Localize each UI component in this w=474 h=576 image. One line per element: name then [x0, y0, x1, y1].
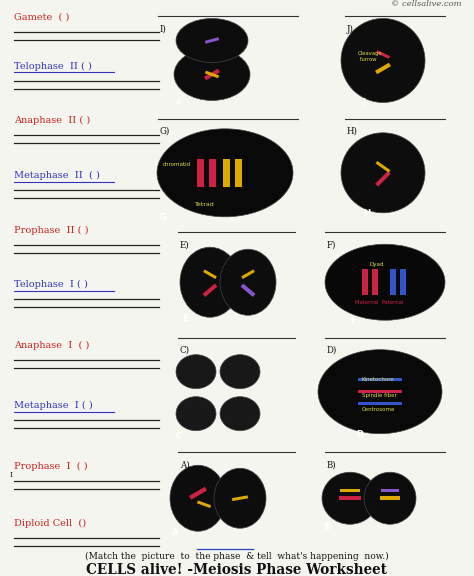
Ellipse shape	[341, 18, 425, 103]
Bar	[372, 269, 378, 295]
Text: I): I)	[160, 25, 167, 33]
Bar	[236, 159, 243, 187]
Bar	[376, 50, 390, 59]
Bar	[204, 69, 220, 80]
Text: J: J	[363, 98, 366, 108]
Ellipse shape	[322, 472, 378, 524]
Ellipse shape	[364, 472, 416, 524]
Text: B): B)	[327, 460, 337, 469]
Text: Cleavage
 furrow: Cleavage furrow	[358, 51, 383, 62]
Ellipse shape	[318, 350, 442, 434]
Text: Anaphase  II ( ): Anaphase II ( )	[14, 116, 90, 126]
Text: Prophase  I  ( ): Prophase I ( )	[14, 462, 88, 471]
Ellipse shape	[176, 18, 248, 62]
Text: A): A)	[180, 460, 190, 469]
Text: H: H	[363, 209, 370, 218]
Bar	[340, 489, 360, 492]
Text: Tetrad: Tetrad	[195, 202, 215, 207]
Text: I: I	[10, 471, 13, 479]
Text: E): E)	[180, 240, 190, 249]
Ellipse shape	[220, 249, 276, 315]
Bar	[375, 171, 391, 187]
Text: Gamete  ( ): Gamete ( )	[14, 13, 69, 22]
Text: G: G	[160, 213, 167, 222]
Bar	[198, 159, 204, 187]
Text: Kinetochore: Kinetochore	[362, 377, 395, 382]
Text: Centrosome: Centrosome	[362, 407, 395, 412]
Text: Metaphase  I ( ): Metaphase I ( )	[14, 401, 93, 410]
Ellipse shape	[220, 397, 260, 431]
Bar	[210, 159, 217, 187]
Text: Metaphase  II  ( ): Metaphase II ( )	[14, 171, 100, 180]
Text: C): C)	[180, 346, 190, 355]
Ellipse shape	[157, 129, 293, 217]
Text: Maternal  Paternal: Maternal Paternal	[355, 300, 403, 305]
Bar	[197, 501, 211, 508]
Bar	[375, 161, 391, 173]
Bar	[241, 270, 255, 279]
Text: I: I	[176, 98, 179, 108]
Text: Dyad: Dyad	[370, 262, 384, 267]
Text: D: D	[356, 430, 363, 439]
Bar	[358, 378, 402, 381]
Text: J): J)	[347, 25, 354, 33]
Text: F): F)	[327, 240, 337, 249]
Text: © cellsalive.com: © cellsalive.com	[392, 0, 462, 8]
Text: Diploid Cell  (): Diploid Cell ()	[14, 520, 86, 529]
Bar	[189, 487, 207, 499]
Text: Spindle fiber: Spindle fiber	[362, 393, 397, 398]
Bar	[400, 269, 406, 295]
Bar	[232, 495, 248, 501]
Bar	[380, 497, 400, 500]
Text: F: F	[350, 316, 356, 325]
Ellipse shape	[341, 133, 425, 213]
Bar	[375, 63, 391, 74]
Bar	[205, 37, 219, 44]
Bar	[202, 283, 218, 297]
Ellipse shape	[325, 244, 445, 320]
Text: B: B	[324, 522, 330, 531]
Bar	[362, 269, 368, 295]
Text: (Match the  picture  to  the phase  & tell  what's happening  now.): (Match the picture to the phase & tell w…	[85, 552, 389, 561]
Bar	[390, 269, 396, 295]
Bar	[358, 402, 402, 406]
Text: A: A	[172, 528, 179, 537]
Bar	[241, 283, 255, 297]
Ellipse shape	[220, 355, 260, 389]
Text: G): G)	[160, 127, 170, 136]
Bar	[358, 390, 402, 393]
Text: chromatid: chromatid	[163, 162, 191, 167]
Ellipse shape	[174, 48, 250, 100]
Text: CELLS alive! -Meiosis Phase Worksheet: CELLS alive! -Meiosis Phase Worksheet	[86, 563, 388, 576]
Text: H): H)	[347, 127, 358, 136]
Ellipse shape	[176, 397, 216, 431]
Bar	[205, 71, 219, 78]
Ellipse shape	[176, 355, 216, 389]
Text: Prophase  II ( ): Prophase II ( )	[14, 226, 89, 235]
Text: E: E	[182, 314, 188, 323]
Bar	[224, 159, 230, 187]
Bar	[339, 497, 361, 500]
Ellipse shape	[170, 465, 226, 531]
Bar	[203, 270, 217, 279]
Text: C: C	[176, 431, 182, 441]
Bar	[189, 487, 207, 499]
Text: Telophase  I ( ): Telophase I ( )	[14, 281, 88, 289]
Text: Anaphase  I  ( ): Anaphase I ( )	[14, 341, 90, 350]
Ellipse shape	[214, 468, 266, 528]
Text: Telophase  II ( ): Telophase II ( )	[14, 62, 92, 71]
Text: D): D)	[327, 346, 337, 355]
Ellipse shape	[180, 247, 240, 317]
Bar	[381, 489, 399, 492]
